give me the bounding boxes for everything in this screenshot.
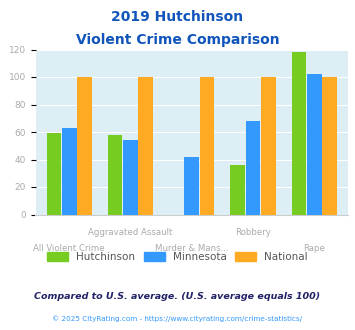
Text: Rape: Rape <box>303 244 325 253</box>
Bar <box>62 128 77 214</box>
Bar <box>230 165 245 214</box>
Bar <box>307 74 322 215</box>
Bar <box>123 140 138 214</box>
Bar <box>108 135 122 214</box>
Bar <box>322 77 337 214</box>
Text: © 2025 CityRating.com - https://www.cityrating.com/crime-statistics/: © 2025 CityRating.com - https://www.city… <box>53 315 302 322</box>
Bar <box>291 52 306 214</box>
Legend: Hutchinson, Minnesota, National: Hutchinson, Minnesota, National <box>44 249 311 265</box>
Text: All Violent Crime: All Violent Crime <box>33 244 105 253</box>
Bar <box>261 77 275 214</box>
Text: Robbery: Robbery <box>235 228 271 237</box>
Bar <box>246 121 260 214</box>
Bar <box>138 77 153 214</box>
Bar <box>77 77 92 214</box>
Text: Compared to U.S. average. (U.S. average equals 100): Compared to U.S. average. (U.S. average … <box>34 292 321 301</box>
Bar <box>200 77 214 214</box>
Text: 2019 Hutchinson: 2019 Hutchinson <box>111 10 244 24</box>
Bar <box>47 133 61 214</box>
Text: Violent Crime Comparison: Violent Crime Comparison <box>76 33 279 47</box>
Bar <box>184 157 199 214</box>
Text: Aggravated Assault: Aggravated Assault <box>88 228 173 237</box>
Text: Murder & Mans...: Murder & Mans... <box>155 244 229 253</box>
